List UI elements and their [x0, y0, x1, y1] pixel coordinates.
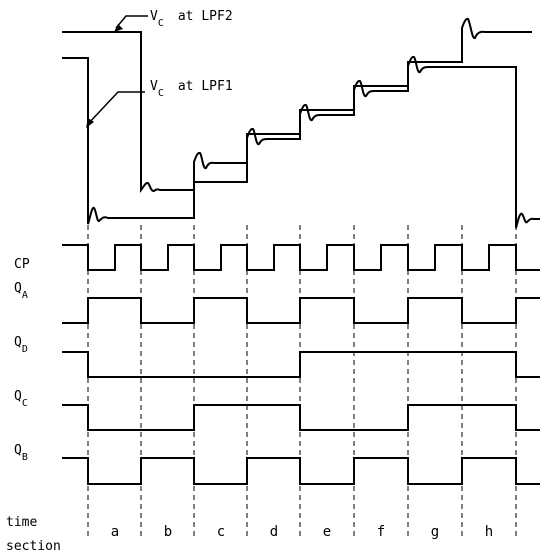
qb-waveform	[62, 457, 540, 485]
section-label-f: f	[377, 524, 385, 540]
vc-lpf2-arrowhead	[114, 24, 123, 32]
section-label-a: a	[111, 524, 119, 540]
time-label: time	[6, 515, 37, 530]
section-label-e: e	[323, 524, 331, 540]
section-label-b: b	[164, 524, 172, 540]
section-footer-label: section	[6, 539, 61, 554]
vc-lpf1-leader	[87, 91, 145, 125]
qc-waveform	[62, 404, 540, 431]
qa-waveform	[62, 297, 540, 324]
vc-lpf2-leader	[115, 15, 148, 29]
qd-label: QD	[14, 335, 28, 355]
section-label-h: h	[485, 524, 493, 540]
qd-waveform	[62, 351, 540, 378]
qa-label: QA	[14, 281, 28, 301]
vc-lpf1-label: VC at LPF1	[150, 79, 233, 99]
cp-waveform	[62, 244, 540, 271]
cp-label: CP	[14, 257, 30, 272]
vc-lpf2-waveform	[62, 17, 532, 194]
vc-lpf1-waveform	[62, 55, 540, 229]
section-label-c: c	[217, 524, 225, 540]
vc-lpf2-label: VC at LPF2	[150, 9, 233, 29]
qb-label: QB	[14, 443, 28, 463]
section-dividers	[87, 225, 517, 540]
section-label-g: g	[431, 524, 439, 540]
qc-label: QC	[14, 389, 28, 409]
section-label-d: d	[270, 524, 278, 540]
section-labels: a b c d e f g h	[111, 524, 493, 540]
vc-lpf1-arrowhead	[86, 118, 94, 128]
